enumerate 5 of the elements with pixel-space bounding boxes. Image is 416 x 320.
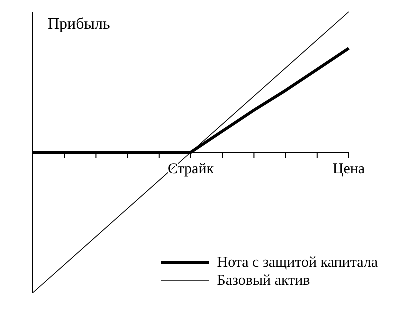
- x-tick-label: Страйк: [168, 162, 215, 178]
- y-axis-title: Прибыль: [48, 16, 110, 34]
- legend-label: Нота с защитой капитала: [217, 254, 378, 272]
- legend-label: Базовый актив: [217, 272, 310, 290]
- x-tick-label: Цена: [332, 162, 366, 178]
